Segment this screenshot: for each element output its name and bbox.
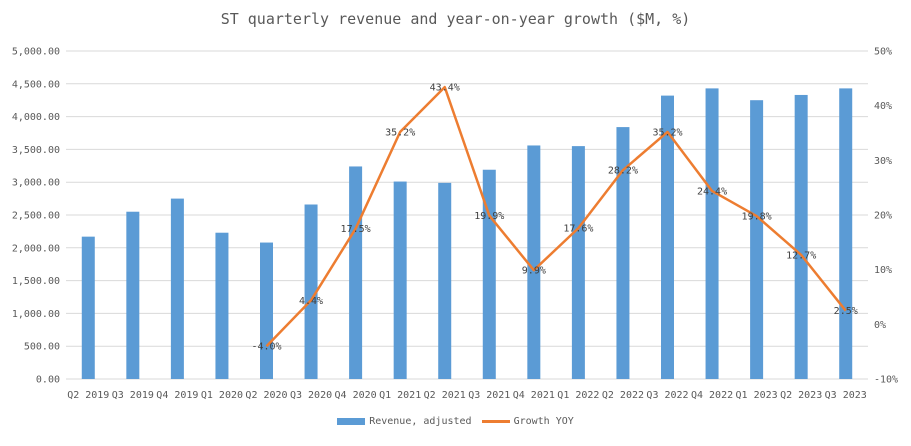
y-left-tick-label: 5,000.00 — [12, 47, 60, 58]
bar — [839, 88, 853, 379]
y-left-tick-label: 1,000.00 — [12, 309, 60, 320]
y-right-tick-label: 0% — [874, 320, 886, 331]
bar — [616, 127, 630, 379]
bar — [215, 232, 229, 379]
x-tick-label: Q1 2020 — [201, 390, 243, 401]
x-tick-label: Q2 2019 — [67, 390, 109, 401]
bar — [81, 236, 95, 379]
x-tick-label: Q2 2020 — [245, 390, 287, 401]
data-label: 19.8% — [742, 212, 772, 223]
growth-line — [265, 85, 847, 348]
bar — [794, 94, 808, 380]
data-label: 4.4% — [299, 296, 323, 307]
y-right-tick-label: 20% — [874, 211, 892, 222]
chart-title: ST quarterly revenue and year-on-year gr… — [220, 10, 691, 28]
data-label: 2.5% — [834, 306, 858, 317]
data-label: 17.5% — [341, 224, 371, 235]
bar — [482, 169, 496, 379]
legend-swatch-bar — [337, 418, 366, 425]
y-left-tick-label: 4,000.00 — [12, 112, 60, 123]
bar — [393, 181, 407, 379]
bar — [438, 182, 452, 379]
y-left-tick-label: 2,500.00 — [12, 211, 60, 222]
bar — [571, 146, 585, 379]
y-left-tick-label: 3,500.00 — [12, 145, 60, 156]
legend-swatch-line — [481, 420, 510, 423]
y-right-tick-label: 10% — [874, 265, 892, 276]
bar — [527, 145, 541, 379]
x-tick-label: Q2 2023 — [780, 390, 822, 401]
x-tick-label: Q3 2020 — [290, 390, 332, 401]
x-tick-label: Q2 2021 — [424, 390, 466, 401]
x-tick-label: Q4 2022 — [691, 390, 733, 401]
x-tick-label: Q1 2022 — [557, 390, 599, 401]
bar — [126, 211, 140, 379]
data-label: 12.7% — [786, 250, 816, 261]
x-tick-label: Q4 2019 — [156, 390, 198, 401]
y-right-tick-label: -10% — [874, 375, 898, 386]
y-left-tick-label: 1,500.00 — [12, 276, 60, 287]
y-right-tick-label: 30% — [874, 156, 892, 167]
data-label: 9.9% — [522, 266, 546, 277]
x-tick-label: Q4 2020 — [335, 390, 377, 401]
bar — [260, 242, 273, 379]
data-label: 35.2% — [385, 127, 415, 138]
bar — [349, 166, 363, 379]
legend-item-growth: Growth YOY — [481, 416, 574, 427]
y-left-tick-label: 3,000.00 — [12, 178, 60, 189]
legend-item-revenue: Revenue, adjusted — [337, 416, 472, 427]
bar — [661, 95, 674, 379]
y-left-tick-label: 2,000.00 — [12, 243, 60, 254]
bar — [705, 88, 719, 379]
y-right-tick-label: 40% — [874, 101, 892, 112]
x-tick-label: Q1 2021 — [379, 390, 421, 401]
x-tick-label: Q2 2022 — [602, 390, 644, 401]
x-tick-label: Q4 2021 — [513, 390, 555, 401]
x-tick-label: Q3 2019 — [112, 390, 154, 401]
bar — [170, 198, 184, 379]
bar — [750, 100, 764, 379]
data-label: 28.2% — [608, 166, 638, 177]
legend: Revenue, adjusted Growth YOY — [0, 416, 911, 427]
data-label: 19.9% — [474, 211, 504, 222]
x-tick-label: Q3 2023 — [825, 390, 867, 401]
bar — [304, 204, 318, 379]
x-tick-label: Q1 2023 — [736, 390, 778, 401]
x-tick-label: Q3 2021 — [468, 390, 510, 401]
data-label: 17.6% — [563, 224, 593, 235]
y-right-tick-label: 50% — [874, 47, 892, 58]
legend-label-revenue: Revenue, adjusted — [369, 416, 472, 427]
y-left-tick-label: 4,500.00 — [12, 79, 60, 90]
y-left-tick-label: 0.00 — [36, 375, 60, 386]
data-label: -4.0% — [251, 342, 281, 353]
data-label: 35.2% — [652, 127, 682, 138]
data-label: 43.4% — [430, 83, 460, 94]
legend-label-growth: Growth YOY — [513, 416, 574, 427]
data-label: 24.4% — [697, 186, 727, 197]
y-left-tick-label: 500.00 — [24, 342, 60, 353]
x-tick-label: Q3 2022 — [646, 390, 688, 401]
